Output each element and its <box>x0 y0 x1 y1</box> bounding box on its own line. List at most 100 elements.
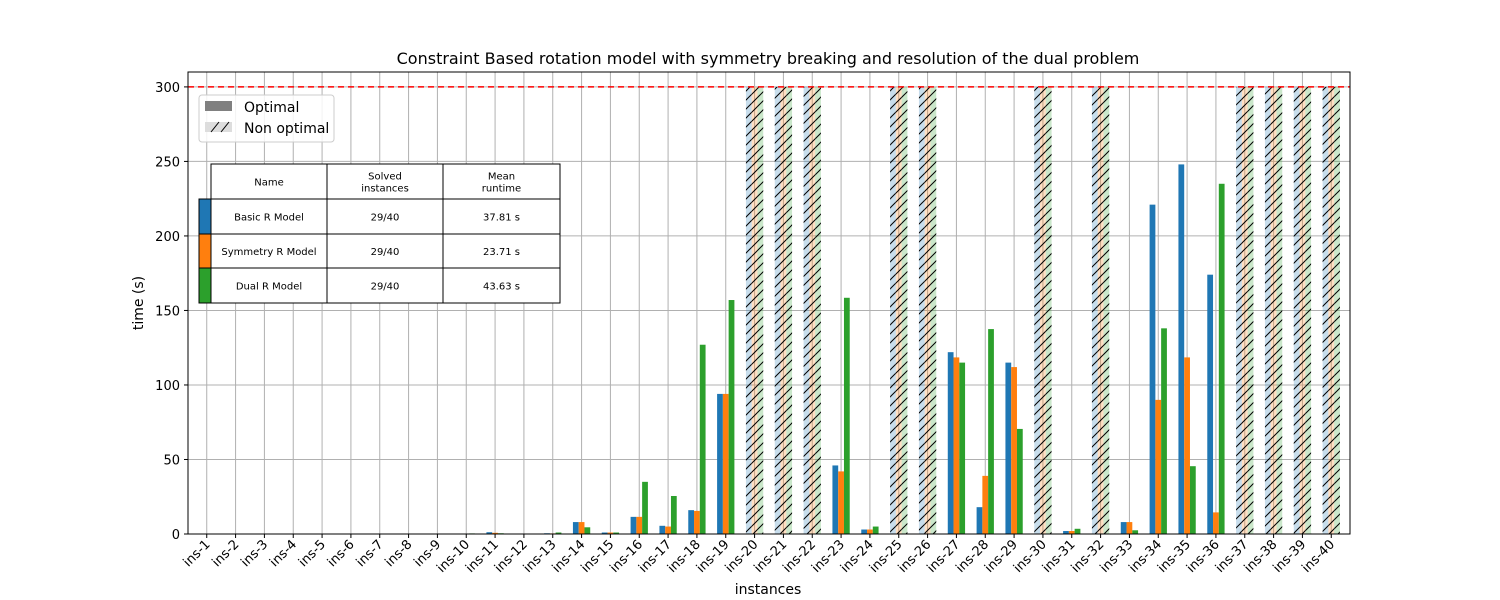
series-basic-r-model <box>198 86 1329 534</box>
x-tick-label: ins-1 <box>181 537 214 570</box>
table-row-swatch <box>198 267 212 304</box>
bar <box>659 525 666 534</box>
legend-hatch-line <box>210 121 220 133</box>
y-tick-label: 150 <box>155 304 180 319</box>
bar <box>642 481 648 534</box>
x-tick-label: ins-7 <box>354 537 387 570</box>
bar-hatch <box>780 86 787 534</box>
bar <box>613 532 620 534</box>
bar <box>1068 531 1075 534</box>
bar <box>722 393 729 534</box>
y-axis: 0 50 100 150 200 250 300 <box>155 81 188 543</box>
legend-box <box>198 94 335 143</box>
table-cell-text: 43.63 s <box>483 282 520 293</box>
y-tick-label: 300 <box>155 81 180 96</box>
bar-hatch <box>1334 86 1340 534</box>
bar <box>1063 531 1069 534</box>
bar-hatch <box>757 86 764 534</box>
bar <box>1207 274 1214 534</box>
y-tick-label: 50 <box>163 453 180 468</box>
legend-label: Non optimal <box>244 121 329 137</box>
bar-hatch <box>1264 86 1271 534</box>
bar <box>1016 428 1023 534</box>
bar <box>555 532 562 534</box>
bar <box>601 532 608 534</box>
bar <box>1005 362 1012 534</box>
bar <box>1213 512 1219 534</box>
bar-hatch <box>1270 86 1277 534</box>
bar-hatch <box>809 86 816 534</box>
bar-hatch <box>745 86 752 534</box>
y-tick-label: 250 <box>155 155 180 170</box>
x-axis: ins-1ins-2ins-3ins-4ins-5ins-6ins-7ins-8… <box>181 534 1338 576</box>
bar <box>988 329 994 534</box>
bar <box>959 362 966 534</box>
bar <box>578 522 585 534</box>
x-tick-label: ins-40 <box>1299 537 1338 576</box>
bar <box>1149 204 1156 534</box>
bar-hatch <box>1040 86 1046 534</box>
bar <box>1155 399 1162 534</box>
bar <box>607 532 614 534</box>
table-header: Solved instances <box>361 172 409 195</box>
legend-hatch-line <box>220 121 230 133</box>
table-cell <box>442 267 561 304</box>
bar <box>728 300 735 534</box>
bar <box>1218 183 1225 534</box>
bar <box>630 516 637 534</box>
chart-title: Constraint Based rotation model with sym… <box>397 49 1140 68</box>
legend-swatch-non-optimal <box>205 122 232 132</box>
bar-hatch <box>774 86 781 534</box>
bar-hatch <box>1305 86 1312 534</box>
bar-hatch <box>1299 86 1306 534</box>
bar-hatch <box>786 86 793 534</box>
plot-frame <box>187 71 1351 535</box>
bar-hatch <box>895 86 902 534</box>
bar <box>688 510 695 534</box>
x-tick-label: ins-8 <box>382 537 415 570</box>
bar-hatch <box>1034 86 1041 534</box>
legend-swatch-optimal <box>205 101 232 111</box>
y-tick-label: 200 <box>155 230 180 245</box>
table-cell-text: 29/40 <box>371 213 400 224</box>
bar <box>1132 530 1139 534</box>
bar-hatch <box>1103 86 1110 534</box>
x-tick-label: ins-6 <box>325 537 358 570</box>
x-tick-label: ins-2 <box>209 537 242 570</box>
bar-hatch <box>1322 86 1329 534</box>
table-header: Mean runtime <box>482 172 521 195</box>
table-cell-text: Symmetry R Model <box>221 247 316 258</box>
bar <box>982 475 989 534</box>
x-tick-label: ins-4 <box>267 537 300 570</box>
bar <box>838 471 844 534</box>
bar <box>670 495 677 534</box>
bar <box>1178 164 1185 534</box>
bar <box>872 526 879 534</box>
bar <box>492 532 498 534</box>
bar <box>665 526 671 534</box>
bar <box>486 532 493 534</box>
bar <box>699 344 706 534</box>
bar-hatch <box>1091 86 1098 534</box>
bar <box>843 297 850 534</box>
bar <box>572 522 579 534</box>
table-cell-text: 29/40 <box>371 247 400 258</box>
bar <box>861 529 868 534</box>
bar-hatch <box>930 86 937 534</box>
bar <box>717 393 723 534</box>
table-header: Name <box>254 178 284 189</box>
bar <box>584 527 591 534</box>
bar <box>976 507 983 534</box>
bar <box>832 465 839 534</box>
x-tick-label: ins-5 <box>296 537 329 570</box>
bar <box>1126 522 1133 534</box>
bar-hatch <box>803 86 810 534</box>
table-cell-text: 23.71 s <box>483 247 520 258</box>
bar-hatch <box>890 86 896 534</box>
table-cell-text: 37.81 s <box>483 213 520 224</box>
bar <box>694 510 700 534</box>
bar-hatch <box>924 86 931 534</box>
bar-hatch <box>1328 86 1335 534</box>
bar-hatch <box>918 86 925 534</box>
